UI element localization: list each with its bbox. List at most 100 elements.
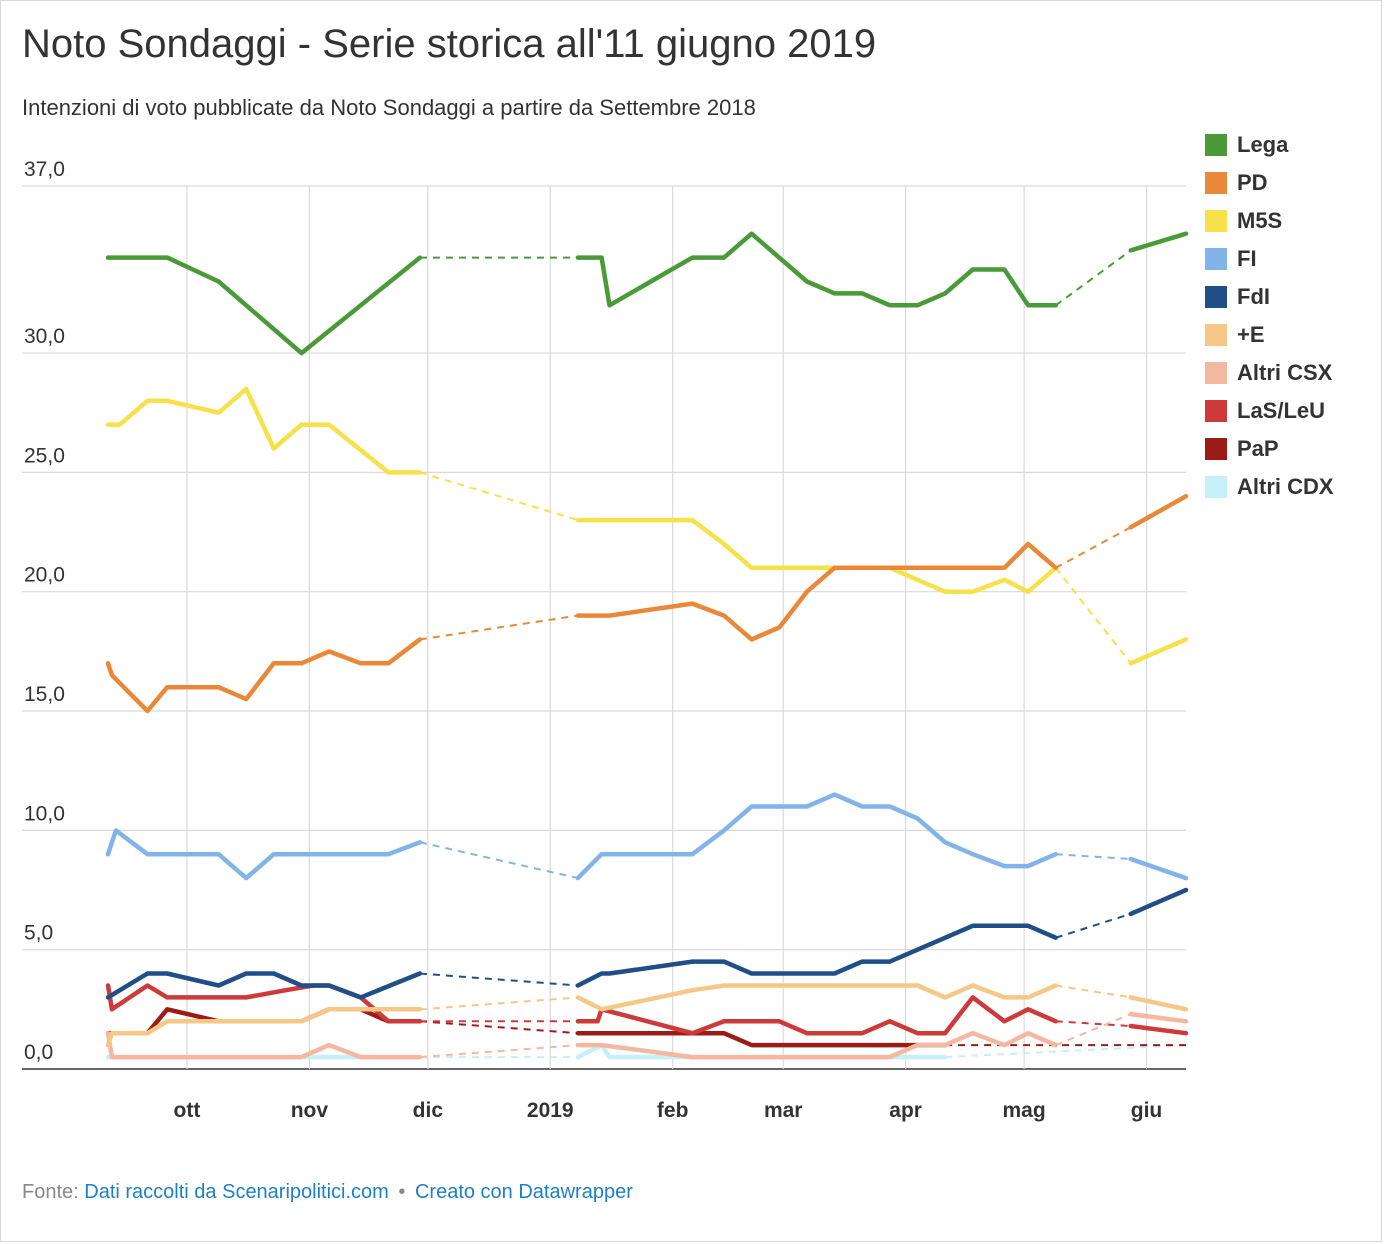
- legend-item-e: +E: [1205, 316, 1334, 354]
- y-tick-label: 5,0: [24, 922, 53, 945]
- series-line: [105, 828, 423, 881]
- series-gap-connector: [1055, 912, 1132, 939]
- legend-label: FI: [1237, 246, 1257, 271]
- chart-title: Noto Sondaggi - Serie storica all'11 giu…: [22, 22, 877, 66]
- x-tick-label: mar: [764, 1099, 803, 1122]
- legend-label: PD: [1237, 170, 1268, 195]
- series-line: [575, 541, 1058, 642]
- series-e: [105, 983, 1189, 1048]
- footer: Fonte: Dati raccolti da Scenaripolitici.…: [22, 1181, 633, 1204]
- legend-swatch: [1205, 438, 1227, 460]
- series-line: [105, 1030, 423, 1060]
- x-tick-label: giu: [1131, 1099, 1163, 1122]
- y-tick-label: 37,0: [24, 158, 65, 181]
- chart-subtitle: Intenzioni di voto pubblicate da Noto So…: [22, 95, 756, 120]
- series-gap-connector: [419, 996, 578, 1011]
- legend-label: Lega: [1237, 132, 1289, 157]
- legend-swatch: [1205, 134, 1227, 156]
- series-line: [1128, 493, 1189, 530]
- legend-swatch: [1205, 210, 1227, 232]
- legend-item-fdi: FdI: [1205, 278, 1334, 316]
- legend-item-altri-csx: Altri CSX: [1205, 354, 1334, 392]
- series-line: [1128, 995, 1189, 1012]
- y-tick-label: 30,0: [24, 325, 65, 348]
- series-line: [105, 1007, 423, 1048]
- y-tick-label: 10,0: [24, 802, 65, 825]
- y-tick-label: 20,0: [24, 564, 65, 587]
- series-lega: [105, 231, 1189, 356]
- series-gap-connector: [419, 614, 579, 641]
- legend-label: +E: [1237, 322, 1265, 347]
- series-line: [1128, 231, 1189, 253]
- series-gap-connector: [1055, 1013, 1132, 1047]
- series-line: [1128, 1011, 1189, 1024]
- legend-label: FdI: [1237, 284, 1270, 309]
- series-gap-connector: [419, 972, 578, 987]
- legend-item-m5s: M5S: [1205, 202, 1334, 240]
- x-tick-label: mag: [1003, 1099, 1046, 1122]
- series-gap-connector: [945, 1044, 1187, 1059]
- legend-item-las-leu: LaS/LeU: [1205, 392, 1334, 430]
- source-label: Fonte:: [22, 1181, 79, 1203]
- x-tick-label: feb: [657, 1099, 689, 1122]
- legend-label: M5S: [1237, 208, 1283, 233]
- x-axis: ott nov dic 2019 feb mar apr mag giu: [174, 1099, 1163, 1122]
- legend-item-altri-cdx: Altri CDX: [1205, 468, 1334, 506]
- series-line: [1128, 1023, 1189, 1036]
- series-pd: [105, 493, 1189, 714]
- x-tick-label: nov: [291, 1099, 329, 1122]
- x-tick-label: ott: [174, 1099, 201, 1122]
- series-line: [105, 386, 423, 475]
- series-fdi: [105, 887, 1189, 1000]
- series-gap-connector: [419, 1020, 578, 1035]
- legend-item-pd: PD: [1205, 164, 1334, 202]
- legend-label: Altri CDX: [1237, 474, 1334, 499]
- footer-separator: •: [398, 1181, 406, 1203]
- series-line: [105, 983, 423, 1024]
- y-axis: 0,0 5,0 10,0 15,0 20,0 25,0 30,0 37,0: [24, 158, 65, 1064]
- series-line: [1128, 856, 1189, 881]
- series-line: [575, 1030, 948, 1048]
- series-line: [105, 255, 423, 356]
- series-gap-connector: [1054, 567, 1132, 664]
- series-line: [105, 971, 423, 1000]
- legend-swatch: [1205, 172, 1227, 194]
- gridlines: [22, 185, 1186, 1070]
- series-gap-connector: [1055, 984, 1131, 999]
- legend-swatch: [1205, 476, 1227, 498]
- source-link[interactable]: Dati raccolti da Scenaripolitici.com: [84, 1181, 389, 1203]
- credit-link[interactable]: Creato con Datawrapper: [414, 1181, 633, 1203]
- x-tick-label: 2019: [527, 1099, 574, 1122]
- series-line: [575, 1030, 1058, 1060]
- series-line: [575, 923, 1058, 988]
- x-tick-label: dic: [413, 1099, 444, 1122]
- legend-swatch: [1205, 400, 1227, 422]
- series-gap-connector: [1055, 526, 1132, 569]
- series-gap-connector: [1055, 1020, 1131, 1028]
- series-line: [575, 983, 1058, 1012]
- series-line: [575, 995, 1058, 1036]
- y-tick-label: 0,0: [24, 1041, 53, 1064]
- series-line: [1128, 637, 1189, 666]
- series-line: [575, 792, 1058, 881]
- series-lines: [105, 231, 1189, 1060]
- series-gap-connector: [1055, 249, 1132, 307]
- series-fi: [105, 792, 1189, 881]
- legend-item-lega: Lega: [1205, 126, 1334, 164]
- legend-item-pap: PaP: [1205, 430, 1334, 468]
- legend-swatch: [1205, 286, 1227, 308]
- y-tick-label: 25,0: [24, 444, 65, 467]
- series-gap-connector: [419, 471, 579, 522]
- x-tick-label: apr: [889, 1099, 922, 1122]
- legend-item-fi: FI: [1205, 240, 1334, 278]
- series-line: [105, 637, 423, 714]
- series-gap-connector: [419, 841, 579, 880]
- series-las-leu: [105, 983, 1189, 1036]
- series-altri-csx: [105, 1011, 1189, 1060]
- series-line: [575, 231, 1058, 308]
- legend-label: PaP: [1237, 436, 1279, 461]
- legend: Lega PD M5S FI FdI +E Altri CSX LaS/LeU PaP Altri…: [1205, 126, 1334, 506]
- legend-label: Altri CSX: [1237, 360, 1333, 385]
